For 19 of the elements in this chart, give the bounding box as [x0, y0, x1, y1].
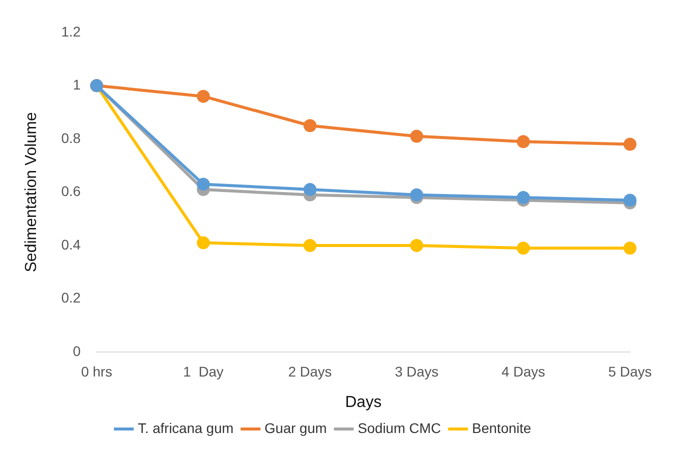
x-tick-label: 2 Days: [288, 363, 332, 380]
x-tick-label: 1 Day: [183, 363, 224, 380]
legend-label: Bentonite: [472, 420, 532, 436]
y-tick-label: 1: [72, 76, 81, 93]
y-tick-label: 0: [72, 342, 81, 359]
legend-label: Sodium CMC: [358, 420, 442, 436]
y-axis-title: Sedimentation Volume: [23, 112, 40, 272]
legend-label: Guar gum: [264, 420, 327, 436]
y-tick-label: 0.4: [61, 236, 81, 252]
x-tick-label: 0 hrs: [81, 363, 112, 380]
legend-label: T. africana gum: [138, 420, 234, 436]
y-tick-label: 1.2: [61, 23, 81, 40]
y-tick-label: 0.2: [61, 290, 81, 306]
y-tick-label: 0.6: [61, 183, 81, 200]
x-tick-label: 3 Days: [394, 363, 438, 380]
x-tick-label: 5 Days: [608, 363, 652, 380]
y-tick-label: 0.8: [61, 130, 81, 146]
x-tick-label: 4 Days: [502, 363, 546, 380]
x-axis-title: Days: [345, 394, 382, 411]
